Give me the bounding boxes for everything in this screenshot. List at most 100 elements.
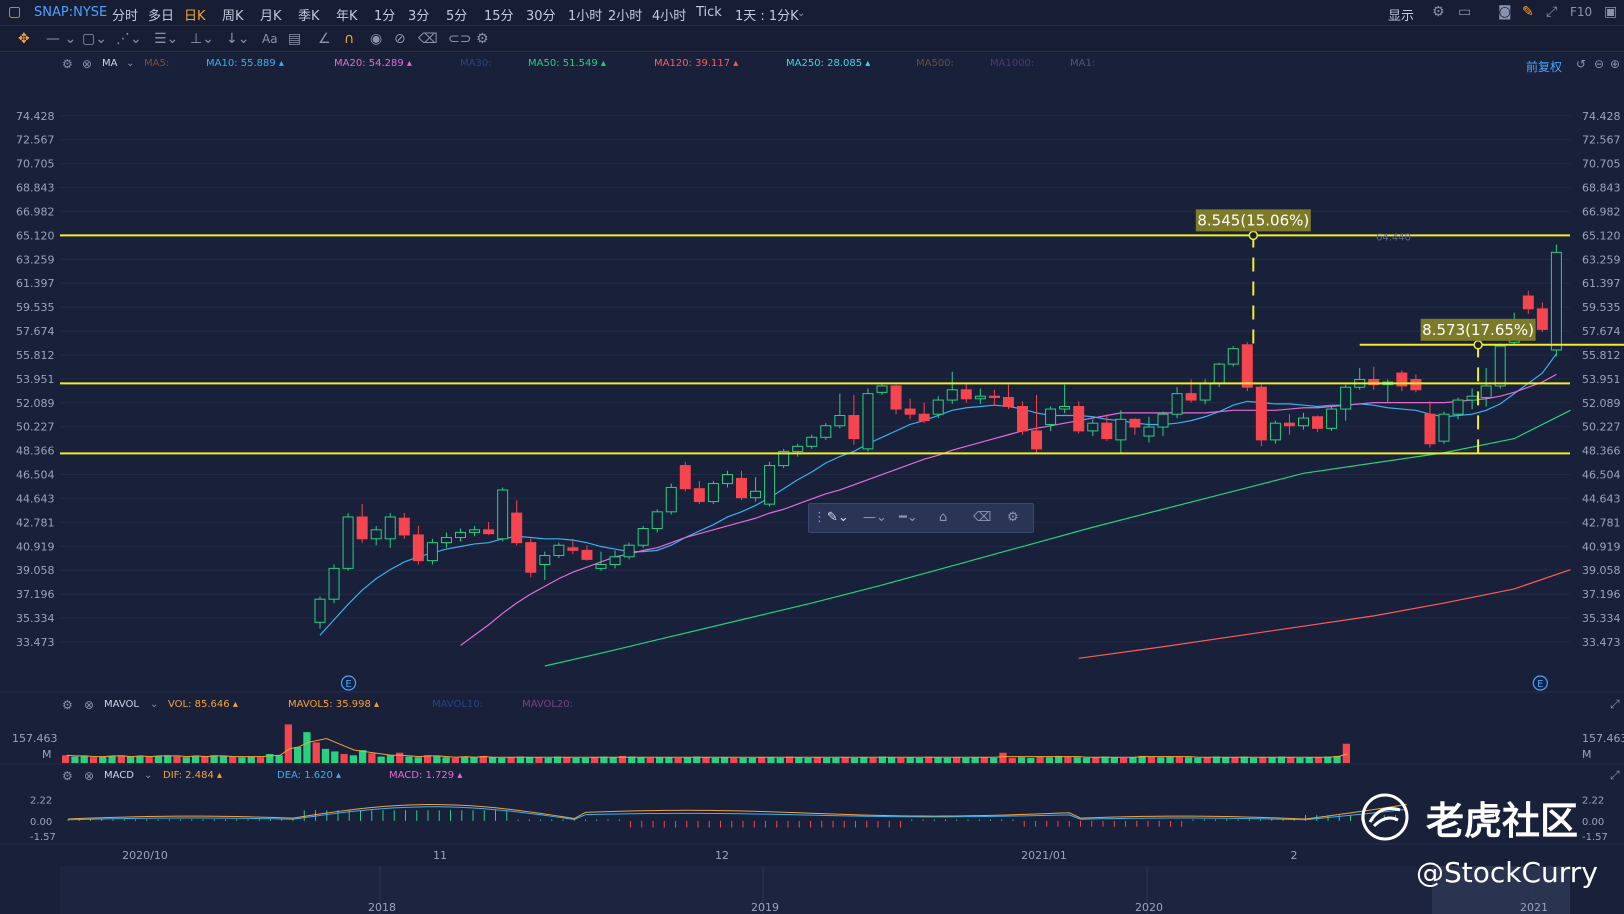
volume-bar bbox=[433, 755, 441, 763]
vol-settings-icon[interactable]: ⚙ bbox=[62, 698, 73, 712]
volume-bar bbox=[210, 755, 218, 763]
period-tab[interactable]: 1小时 bbox=[568, 9, 603, 24]
interval-select[interactable]: 1天 : 1分K bbox=[735, 9, 799, 24]
panel-toggle-icon[interactable]: ▢ bbox=[8, 4, 22, 20]
ma-chevron-icon[interactable]: ⌄ bbox=[126, 58, 135, 69]
eye-icon[interactable]: ◉ bbox=[370, 31, 383, 47]
period-tab[interactable]: Tick bbox=[696, 5, 722, 20]
volume-bar bbox=[1138, 755, 1146, 763]
volume-bar bbox=[1045, 757, 1054, 763]
candle-body bbox=[1115, 418, 1127, 441]
line-style-icon[interactable]: —⌄ bbox=[863, 510, 887, 525]
macd-tick: 0.00 bbox=[1582, 817, 1604, 828]
candle-body bbox=[1326, 408, 1338, 429]
color-pen-icon[interactable]: ✎⌄ bbox=[827, 510, 849, 525]
zoom-in-icon[interactable]: ⊕ bbox=[1610, 57, 1621, 71]
period-tab[interactable]: 15分 bbox=[484, 9, 514, 24]
candle-body bbox=[792, 445, 804, 452]
volume-bar bbox=[962, 757, 970, 763]
delete-icon[interactable]: ⌫ bbox=[973, 510, 992, 525]
measure-tool-icon[interactable]: ⊥⌄ bbox=[190, 31, 214, 47]
fib-tool-icon[interactable]: ☰⌄ bbox=[154, 31, 179, 47]
hide-icon[interactable]: ⊘ bbox=[394, 31, 406, 47]
candle-body bbox=[904, 408, 916, 415]
mavol-chevron-icon[interactable]: ⌄ bbox=[150, 699, 159, 710]
macd-settings-icon[interactable]: ⚙ bbox=[62, 769, 73, 783]
earnings-marker bbox=[340, 675, 357, 691]
period-tab[interactable]: 5分 bbox=[446, 9, 468, 24]
magnet-icon[interactable]: ∩ bbox=[344, 31, 355, 47]
ma-label[interactable]: MA bbox=[102, 58, 118, 69]
candle-body bbox=[1045, 408, 1057, 425]
ma-settings-icon[interactable]: ⚙ bbox=[62, 57, 73, 71]
period-tab[interactable]: 2小时 bbox=[608, 9, 643, 24]
volume-bar bbox=[1027, 757, 1035, 763]
volume-bar bbox=[739, 757, 747, 763]
ma-close-icon[interactable]: ⊗ bbox=[82, 57, 93, 71]
macd-chevron-icon[interactable]: ⌄ bbox=[144, 770, 153, 781]
lock-icon[interactable]: ⌂ bbox=[939, 510, 948, 525]
mavol-label[interactable]: MAVOL bbox=[104, 699, 139, 710]
crosshair-icon[interactable]: ✥ bbox=[18, 31, 30, 47]
link-icon[interactable]: ⊂⊃ bbox=[448, 31, 472, 47]
trash-icon[interactable]: ⌫ bbox=[418, 31, 438, 47]
period-tab[interactable]: 日K bbox=[184, 9, 206, 24]
vol-close-icon[interactable]: ⊗ bbox=[84, 698, 95, 712]
fullscreen-icon[interactable]: ⤢ bbox=[1546, 4, 1558, 20]
f10-icon[interactable]: F10 bbox=[1570, 5, 1593, 19]
period-tab[interactable]: 季K bbox=[298, 9, 320, 24]
window-icon[interactable]: ▣ bbox=[1604, 4, 1618, 20]
candle-body bbox=[1269, 422, 1281, 441]
macd-label[interactable]: MACD bbox=[104, 770, 134, 781]
drawing-settings-icon[interactable]: ⚙ bbox=[1007, 510, 1019, 525]
volume-bar bbox=[563, 757, 571, 763]
settings-gear-icon[interactable]: ⚙ bbox=[1432, 4, 1445, 20]
camera-icon[interactable]: ◙ bbox=[1498, 4, 1512, 20]
pen-icon[interactable]: ✎ bbox=[1522, 4, 1534, 20]
period-tab[interactable]: 30分 bbox=[526, 9, 556, 24]
path-tool-icon[interactable]: ⋰⌄ bbox=[116, 31, 142, 47]
drawing-toolbar: ✥ — ⌄ ▢⌄ ⋰⌄ ☰⌄ ⊥⌄ ↓⌄ Aa ▤ ∠ ∩ ◉ ⊘ ⌫ ⊂⊃ ⚙ bbox=[0, 26, 1624, 52]
pencil-icon[interactable]: ∠ bbox=[318, 31, 331, 47]
toolbar-settings-icon[interactable]: ⚙ bbox=[476, 31, 489, 47]
text-tool-icon[interactable]: Aa bbox=[262, 32, 278, 46]
candle-body bbox=[595, 564, 607, 569]
volume-bar bbox=[1231, 757, 1239, 763]
symbol-label[interactable]: SNAP:NYSE bbox=[34, 5, 108, 20]
y-tick-label: 52.089 bbox=[1582, 397, 1621, 410]
adjust-label[interactable]: 前复权 bbox=[1526, 60, 1563, 74]
volume-bar bbox=[665, 757, 673, 763]
macd-tick: -1.57 bbox=[1582, 832, 1608, 843]
macd-close-icon[interactable]: ⊗ bbox=[84, 769, 95, 783]
period-tab[interactable]: 4小时 bbox=[652, 9, 687, 24]
candle-body bbox=[328, 567, 340, 600]
macd-expand-icon[interactable]: ⤢ bbox=[1610, 768, 1620, 782]
period-tab[interactable]: 月K bbox=[260, 9, 282, 24]
arrow-tool-icon[interactable]: ↓⌄ bbox=[226, 31, 250, 47]
volume-bar bbox=[841, 757, 849, 763]
period-tab[interactable]: 周K bbox=[222, 9, 244, 24]
undo-icon[interactable]: ↺ bbox=[1576, 57, 1587, 71]
comment-icon[interactable]: ▤ bbox=[288, 31, 302, 47]
candlesticks bbox=[314, 244, 1562, 629]
display-menu[interactable]: 显示 bbox=[1388, 9, 1415, 24]
volume-bar bbox=[1092, 757, 1100, 763]
period-tab[interactable]: 3分 bbox=[408, 9, 430, 24]
candle-body bbox=[1452, 399, 1464, 415]
layout-icon[interactable]: ▭ bbox=[1458, 4, 1472, 20]
volume-bar bbox=[878, 756, 886, 763]
candle-body bbox=[1522, 295, 1534, 310]
rect-tool-icon[interactable]: ▢⌄ bbox=[82, 31, 107, 47]
line-width-icon[interactable]: ━⌄ bbox=[899, 510, 918, 525]
drag-handle-icon[interactable]: ⋮ bbox=[813, 510, 826, 525]
zoom-out-icon[interactable]: ⊖ bbox=[1594, 57, 1605, 71]
period-tab[interactable]: 1分 bbox=[374, 9, 396, 24]
period-tab[interactable]: 年K bbox=[336, 9, 358, 24]
line-tool-icon[interactable]: — ⌄ bbox=[46, 31, 77, 47]
period-tab[interactable]: 分时 bbox=[112, 9, 139, 24]
chevron-down-icon[interactable]: ⌄ bbox=[797, 8, 806, 19]
period-tab[interactable]: 多日 bbox=[148, 9, 175, 24]
vol-expand-icon[interactable]: ⤢ bbox=[1610, 697, 1620, 711]
volume-bar bbox=[535, 757, 543, 763]
